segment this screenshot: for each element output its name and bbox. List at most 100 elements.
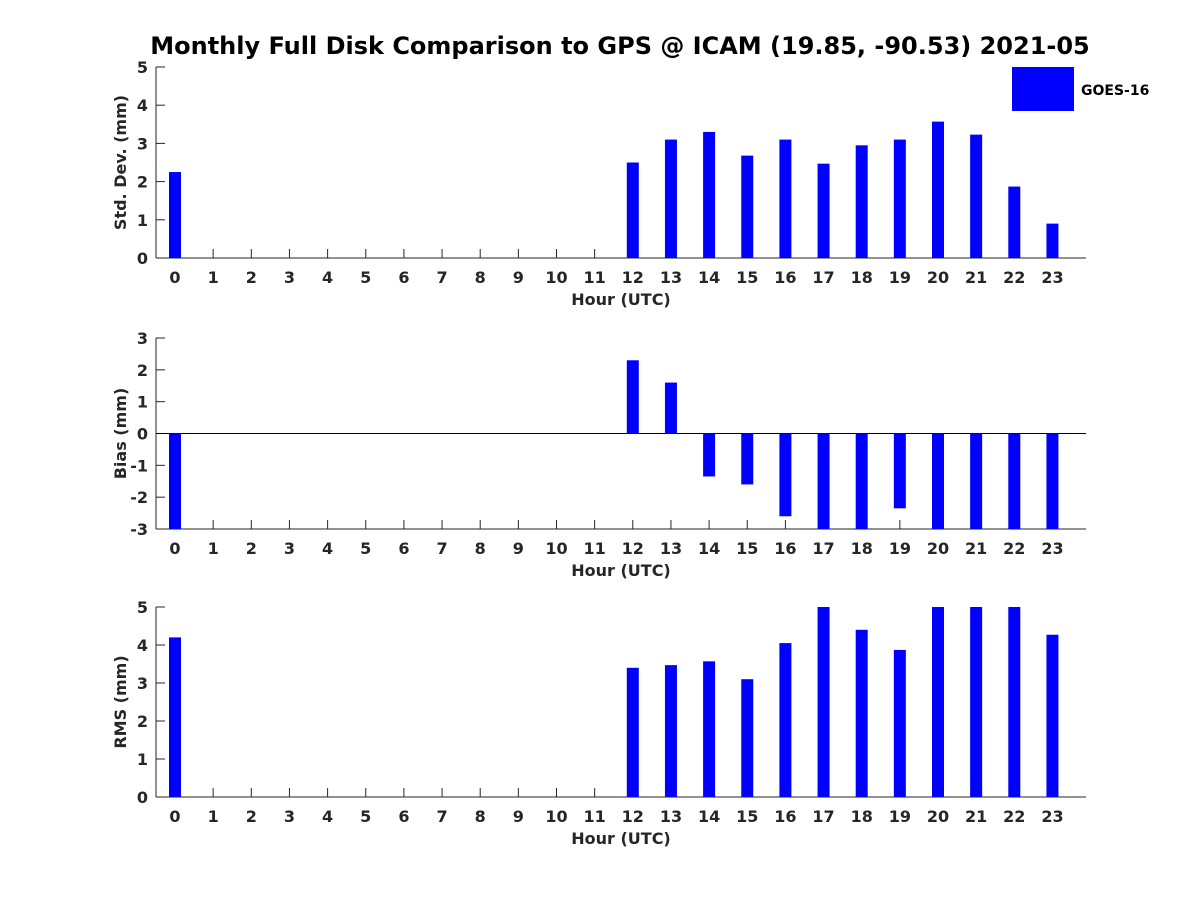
x-tick-label: 14 bbox=[698, 807, 720, 826]
y-tick-label: 1 bbox=[137, 211, 148, 230]
x-tick-label: 16 bbox=[774, 807, 796, 826]
x-tick-label: 5 bbox=[360, 807, 371, 826]
y-tick-label: 1 bbox=[137, 393, 148, 412]
bar-hour-23 bbox=[1046, 634, 1059, 797]
x-tick-label: 11 bbox=[584, 807, 606, 826]
x-tick-label: 17 bbox=[812, 268, 834, 287]
x-tick-label: 9 bbox=[513, 807, 524, 826]
x-tick-label: 21 bbox=[965, 807, 987, 826]
x-tick-label: 13 bbox=[660, 807, 682, 826]
x-axis-label: Hour (UTC) bbox=[571, 829, 671, 848]
x-tick-label: 19 bbox=[889, 539, 911, 558]
x-tick-label: 17 bbox=[812, 807, 834, 826]
x-tick-label: 16 bbox=[774, 539, 796, 558]
bar-hour-14 bbox=[703, 661, 716, 797]
legend: GOES-16 bbox=[1012, 67, 1149, 111]
bar-hour-15 bbox=[741, 155, 754, 258]
x-tick-label: 0 bbox=[169, 807, 180, 826]
y-tick-label: 4 bbox=[137, 96, 148, 115]
x-tick-label: 13 bbox=[660, 268, 682, 287]
x-tick-label: 15 bbox=[736, 539, 758, 558]
x-axis-label: Hour (UTC) bbox=[571, 290, 671, 309]
x-tick-label: 20 bbox=[927, 539, 949, 558]
legend-label-goes-16: GOES-16 bbox=[1081, 83, 1149, 99]
chart-title: Monthly Full Disk Comparison to GPS @ IC… bbox=[150, 32, 1090, 60]
x-tick-label: 22 bbox=[1003, 539, 1025, 558]
x-tick-label: 12 bbox=[622, 539, 644, 558]
bar-hour-19 bbox=[893, 433, 906, 509]
bar-hour-21 bbox=[970, 433, 983, 529]
bar-hour-16 bbox=[779, 139, 792, 258]
x-tick-label: 5 bbox=[360, 539, 371, 558]
x-tick-label: 8 bbox=[475, 807, 486, 826]
bar-hour-15 bbox=[741, 433, 754, 485]
x-tick-label: 7 bbox=[436, 268, 447, 287]
x-tick-label: 12 bbox=[622, 807, 644, 826]
x-tick-label: 1 bbox=[208, 539, 219, 558]
y-tick-label: 3 bbox=[137, 134, 148, 153]
x-tick-label: 4 bbox=[322, 268, 333, 287]
x-tick-label: 11 bbox=[584, 539, 606, 558]
x-tick-label: 15 bbox=[736, 268, 758, 287]
x-axis-label: Hour (UTC) bbox=[571, 561, 671, 580]
bar-hour-14 bbox=[703, 131, 716, 258]
y-tick-label: 2 bbox=[137, 712, 148, 731]
bar-hour-14 bbox=[703, 433, 716, 477]
x-tick-label: 13 bbox=[660, 539, 682, 558]
x-tick-label: 18 bbox=[851, 807, 873, 826]
bar-hour-0 bbox=[169, 637, 181, 797]
bar-hour-18 bbox=[855, 433, 868, 529]
x-tick-label: 1 bbox=[208, 807, 219, 826]
y-axis-label: RMS (mm) bbox=[111, 655, 130, 748]
x-tick-label: 0 bbox=[169, 268, 180, 287]
x-tick-label: 18 bbox=[851, 539, 873, 558]
x-tick-label: 6 bbox=[398, 268, 409, 287]
bar-hour-15 bbox=[741, 679, 754, 797]
y-tick-label: -3 bbox=[130, 520, 148, 539]
bar-hour-22 bbox=[1008, 433, 1021, 529]
x-tick-label: 16 bbox=[774, 268, 796, 287]
x-tick-label: 11 bbox=[584, 268, 606, 287]
x-tick-label: 23 bbox=[1041, 539, 1063, 558]
bar-hour-17 bbox=[817, 163, 830, 258]
x-tick-label: 3 bbox=[284, 807, 295, 826]
y-tick-label: 0 bbox=[137, 788, 148, 807]
x-tick-label: 20 bbox=[927, 268, 949, 287]
y-tick-label: 2 bbox=[137, 173, 148, 192]
x-tick-label: 14 bbox=[698, 268, 720, 287]
x-tick-label: 4 bbox=[322, 807, 333, 826]
x-tick-label: 10 bbox=[545, 268, 567, 287]
x-tick-label: 2 bbox=[246, 807, 257, 826]
x-tick-label: 2 bbox=[246, 539, 257, 558]
bar-hour-20 bbox=[932, 607, 944, 797]
y-tick-label: -2 bbox=[130, 488, 148, 507]
x-tick-label: 20 bbox=[927, 807, 949, 826]
y-tick-label: 1 bbox=[137, 750, 148, 769]
y-tick-label: 2 bbox=[137, 361, 148, 380]
bar-hour-21 bbox=[970, 134, 983, 258]
y-tick-label: 0 bbox=[137, 249, 148, 268]
x-tick-label: 17 bbox=[812, 539, 834, 558]
y-tick-label: 3 bbox=[137, 329, 148, 348]
y-tick-label: 5 bbox=[137, 598, 148, 617]
y-tick-label: 0 bbox=[137, 425, 148, 444]
bar-hour-12 bbox=[626, 162, 639, 258]
bar-hour-23 bbox=[1046, 223, 1059, 258]
bar-hour-19 bbox=[893, 649, 906, 797]
legend-swatch-goes-16 bbox=[1012, 67, 1074, 111]
bar-hour-17 bbox=[817, 433, 830, 529]
x-tick-label: 7 bbox=[436, 807, 447, 826]
bar-hour-22 bbox=[1008, 607, 1021, 797]
x-tick-label: 9 bbox=[513, 539, 524, 558]
bar-hour-20 bbox=[932, 433, 944, 529]
bar-hour-12 bbox=[626, 360, 639, 434]
bar-hour-12 bbox=[626, 667, 639, 797]
bar-hour-18 bbox=[855, 629, 868, 797]
x-tick-label: 0 bbox=[169, 539, 180, 558]
y-tick-label: 4 bbox=[137, 636, 148, 655]
